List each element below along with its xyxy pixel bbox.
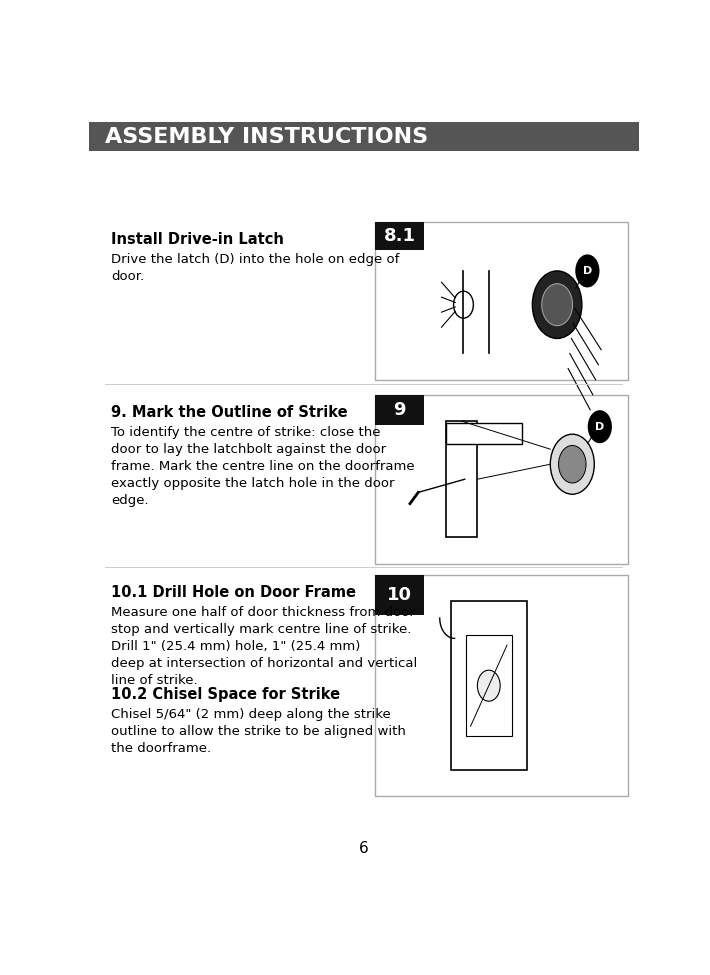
Circle shape [532, 271, 582, 338]
FancyBboxPatch shape [375, 575, 628, 797]
Circle shape [550, 434, 594, 494]
FancyBboxPatch shape [451, 602, 527, 770]
Circle shape [559, 446, 586, 483]
Text: 8.1: 8.1 [383, 227, 415, 246]
Circle shape [542, 284, 572, 326]
Text: To identify the centre of strike: close the
door to lay the latchbolt against th: To identify the centre of strike: close … [111, 425, 415, 507]
Text: 9. Mark the Outline of Strike: 9. Mark the Outline of Strike [111, 405, 347, 419]
Text: Chisel 5/64" (2 mm) deep along the strike
outline to allow the strike to be alig: Chisel 5/64" (2 mm) deep along the strik… [111, 708, 405, 755]
FancyBboxPatch shape [375, 395, 425, 425]
FancyBboxPatch shape [89, 122, 639, 151]
Text: 9: 9 [393, 401, 406, 419]
Text: 10.1 Drill Hole on Door Frame: 10.1 Drill Hole on Door Frame [111, 585, 356, 600]
Circle shape [454, 292, 474, 318]
FancyBboxPatch shape [375, 222, 628, 380]
FancyBboxPatch shape [466, 635, 512, 736]
Circle shape [575, 254, 599, 288]
Text: 10: 10 [387, 586, 412, 604]
Text: ASSEMBLY INSTRUCTIONS: ASSEMBLY INSTRUCTIONS [105, 127, 428, 146]
Text: 6: 6 [359, 841, 368, 856]
Circle shape [477, 670, 500, 701]
Text: 10.2 Chisel Space for Strike: 10.2 Chisel Space for Strike [111, 686, 340, 702]
Text: D: D [583, 266, 592, 276]
FancyBboxPatch shape [446, 421, 477, 537]
FancyBboxPatch shape [375, 575, 425, 615]
FancyBboxPatch shape [375, 395, 628, 564]
Text: Drive the latch (D) into the hole on edge of
door.: Drive the latch (D) into the hole on edg… [111, 253, 399, 283]
Text: Install Drive-in Latch: Install Drive-in Latch [111, 232, 283, 247]
Text: D: D [595, 421, 604, 432]
Text: Measure one half of door thickness from door
stop and vertically mark centre lin: Measure one half of door thickness from … [111, 605, 417, 686]
Circle shape [588, 410, 612, 444]
FancyBboxPatch shape [446, 423, 522, 445]
FancyBboxPatch shape [375, 222, 425, 251]
